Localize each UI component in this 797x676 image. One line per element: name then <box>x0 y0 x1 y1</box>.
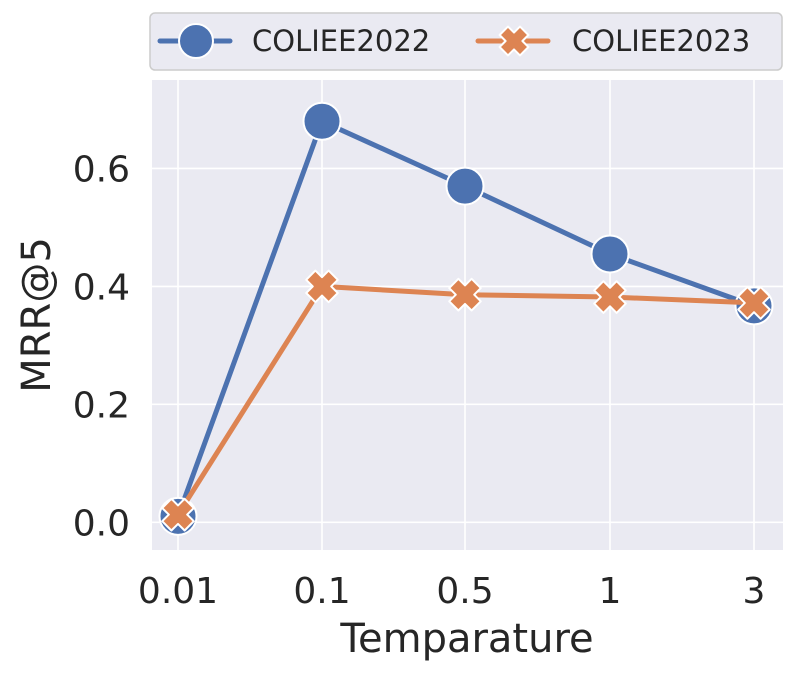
legend-frame <box>149 12 783 71</box>
x-tick-label: 0.5 <box>436 571 493 612</box>
data-point <box>445 166 485 206</box>
y-tick-labels: 0.0 0.2 0.4 0.6 <box>73 149 130 544</box>
x-tick-label: 3 <box>743 571 766 612</box>
plot-background <box>152 80 783 550</box>
x-tick-label: 0.01 <box>138 571 218 612</box>
legend: COLIEE2022 COLIEE2023 <box>149 12 783 71</box>
legend-entry: COLIEE2022 <box>157 23 430 59</box>
y-tick-label: 0.0 <box>73 503 130 544</box>
legend-marker <box>498 25 530 57</box>
data-point <box>161 497 195 532</box>
y-tick-label: 0.4 <box>73 267 130 308</box>
data-point <box>302 101 342 141</box>
data-point <box>590 234 630 274</box>
legend-label: COLIEE2023 <box>572 24 750 58</box>
legend-label: COLIEE2022 <box>252 24 430 58</box>
y-tick-label: 0.2 <box>73 385 130 426</box>
data-point <box>593 280 627 314</box>
data-point <box>448 277 482 312</box>
x-axis-label: Temparature <box>339 616 593 662</box>
x-tick-labels: 0.01 0.1 0.5 1 3 <box>138 571 766 612</box>
y-tick-label: 0.6 <box>73 149 130 190</box>
series-group <box>158 101 774 536</box>
data-point <box>305 269 339 304</box>
y-axis-label: MRR@5 <box>14 237 60 393</box>
legend-entry: COLIEE2023 <box>475 24 750 58</box>
legend-marker <box>178 23 214 59</box>
data-point <box>737 286 771 320</box>
legend-entries: COLIEE2022 COLIEE2023 <box>157 23 750 59</box>
x-tick-label: 1 <box>599 571 622 612</box>
x-tick-label: 0.1 <box>293 571 350 612</box>
series-coliee2023 <box>161 269 771 532</box>
